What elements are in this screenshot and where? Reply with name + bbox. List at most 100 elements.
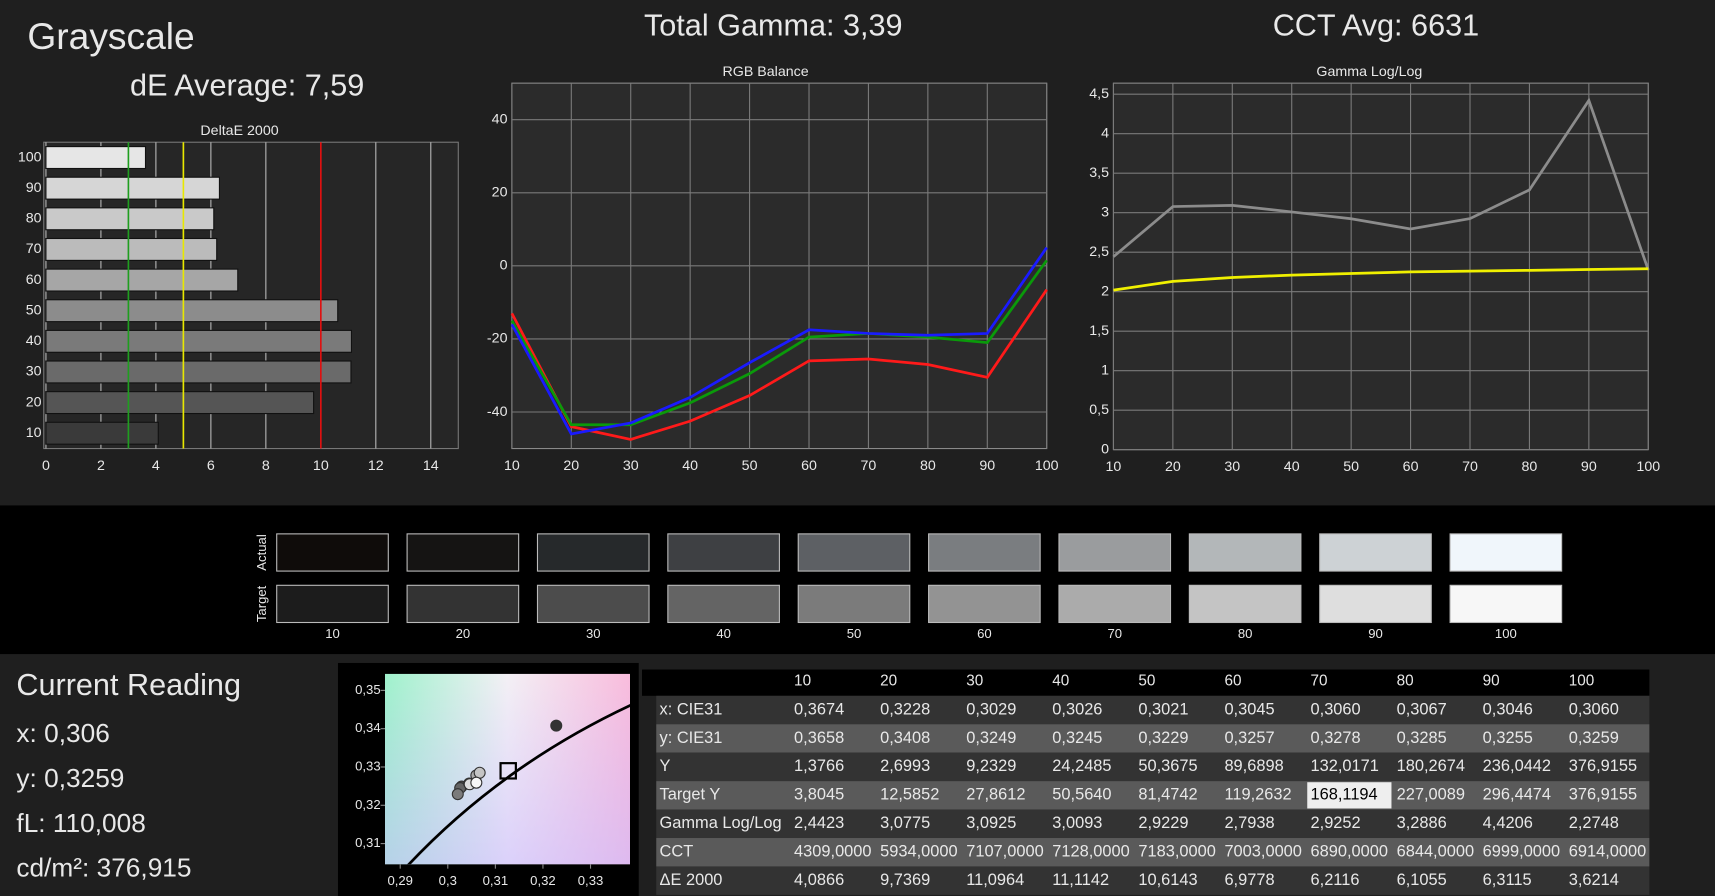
bar xyxy=(45,176,220,200)
table-cell: 6,1055 xyxy=(1397,871,1447,889)
category-label: 50 xyxy=(26,302,42,318)
x-tick-label: 80 xyxy=(1522,459,1538,475)
x-tick-label: 70 xyxy=(1462,459,1478,475)
table-cell: 7183,0000 xyxy=(1138,843,1215,861)
table-cell: 2,7938 xyxy=(1224,814,1274,832)
y-tick-label: 3,5 xyxy=(1089,165,1109,181)
actual-swatch xyxy=(1188,533,1302,572)
table-cell: 236,0442 xyxy=(1483,757,1551,775)
table-cell: 12,5852 xyxy=(880,786,939,804)
row-label: ΔE 2000 xyxy=(660,871,723,889)
y-tick-label: 0,33 xyxy=(355,758,381,773)
table-cell: 81,4742 xyxy=(1138,786,1197,804)
category-label: 100 xyxy=(18,149,42,165)
reading-line: cd/m²: 376,915 xyxy=(16,853,191,883)
x-tick-label: 60 xyxy=(1403,459,1419,475)
y-tick-label: -40 xyxy=(487,404,508,420)
swatch-label: 70 xyxy=(1107,626,1122,641)
table-row xyxy=(656,724,1650,753)
swatch-label: 50 xyxy=(847,626,862,641)
actual-label: Actual xyxy=(254,534,269,571)
chart-title: DeltaE 2000 xyxy=(200,123,278,139)
swatch-label: 40 xyxy=(716,626,731,641)
target-swatch xyxy=(536,584,650,624)
x-tick-label: 0,29 xyxy=(387,873,413,888)
row-label: Y xyxy=(660,757,671,775)
table-cell: 6,9778 xyxy=(1224,871,1274,889)
actual-swatch xyxy=(797,533,911,572)
table-cell: 376,9155 xyxy=(1569,757,1637,775)
category-label: 30 xyxy=(26,364,42,380)
x-tick-label: 20 xyxy=(563,458,579,474)
row-label: Gamma Log/Log xyxy=(660,814,782,832)
swatch-panel xyxy=(0,505,1715,655)
actual-swatch xyxy=(1449,533,1563,572)
x-tick-label: 100 xyxy=(1636,459,1660,475)
table-cell: 9,7369 xyxy=(880,871,930,889)
table-cell: 2,4423 xyxy=(794,814,844,832)
actual-swatch xyxy=(1319,533,1432,572)
table-cell: 0,3259 xyxy=(1569,729,1619,747)
measured-point xyxy=(470,776,483,789)
measured-point xyxy=(473,766,486,779)
table-cell: 4,4206 xyxy=(1483,814,1533,832)
target-swatch xyxy=(667,584,780,624)
table-cell: 3,2886 xyxy=(1397,814,1447,832)
bar xyxy=(45,299,339,323)
table-cell: 27,8612 xyxy=(966,786,1025,804)
bar xyxy=(45,391,315,415)
table-cell: 0,3228 xyxy=(880,700,930,718)
table-row xyxy=(656,866,1650,895)
total-gamma: Total Gamma: 3,39 xyxy=(644,8,903,42)
y-tick-label: 0,35 xyxy=(355,682,381,697)
reading-line: x: 0,306 xyxy=(16,718,109,748)
swatch-label: 10 xyxy=(325,626,340,641)
actual-swatch xyxy=(536,533,650,572)
table-cell: 2,9252 xyxy=(1311,814,1361,832)
series-line xyxy=(510,288,1048,441)
table-row xyxy=(656,695,1650,725)
x-tick-label: 0 xyxy=(42,458,50,474)
series-line xyxy=(510,259,1048,427)
x-tick-label: 12 xyxy=(368,458,384,474)
target-swatch xyxy=(1449,584,1563,624)
column-header: 100 xyxy=(1569,673,1595,690)
y-tick-label: -20 xyxy=(487,331,508,347)
column-header: 30 xyxy=(966,673,983,690)
series-line xyxy=(1112,97,1650,271)
table-cell: 0,3060 xyxy=(1311,700,1361,718)
x-tick-label: 90 xyxy=(1581,459,1597,475)
row-label: y: CIE31 xyxy=(660,729,723,747)
x-tick-label: 0,32 xyxy=(530,873,556,888)
table-cell: 5934,0000 xyxy=(880,843,957,861)
table-cell: 0,3408 xyxy=(880,729,930,747)
target-swatch xyxy=(1319,584,1432,624)
bar xyxy=(45,146,147,170)
target-swatch xyxy=(928,584,1041,624)
x-tick-label: 6 xyxy=(207,458,215,474)
y-tick-label: 20 xyxy=(492,185,508,201)
table-cell: 7128,0000 xyxy=(1052,843,1129,861)
bar xyxy=(45,329,353,353)
x-tick-label: 14 xyxy=(423,458,439,474)
x-tick-label: 40 xyxy=(682,458,698,474)
category-label: 90 xyxy=(26,180,42,196)
series-line xyxy=(1113,267,1649,292)
table-cell: 11,1142 xyxy=(1052,871,1109,889)
target-swatch xyxy=(1058,584,1172,624)
table-cell: 1,3766 xyxy=(794,757,844,775)
actual-swatch xyxy=(1058,533,1172,572)
swatch-label: 60 xyxy=(977,626,992,641)
bar xyxy=(45,237,218,261)
plot-area xyxy=(1112,82,1649,451)
table-row xyxy=(656,838,1650,867)
swatch-label: 100 xyxy=(1495,626,1517,641)
category-label: 80 xyxy=(26,211,42,227)
swatch-label: 80 xyxy=(1238,626,1253,641)
table-row xyxy=(656,809,1650,839)
target-swatch xyxy=(1188,584,1302,624)
y-tick-label: 3 xyxy=(1101,204,1109,220)
table-cell: 376,9155 xyxy=(1569,786,1637,804)
table-cell: 0,3255 xyxy=(1483,729,1533,747)
x-tick-label: 8 xyxy=(262,458,270,474)
